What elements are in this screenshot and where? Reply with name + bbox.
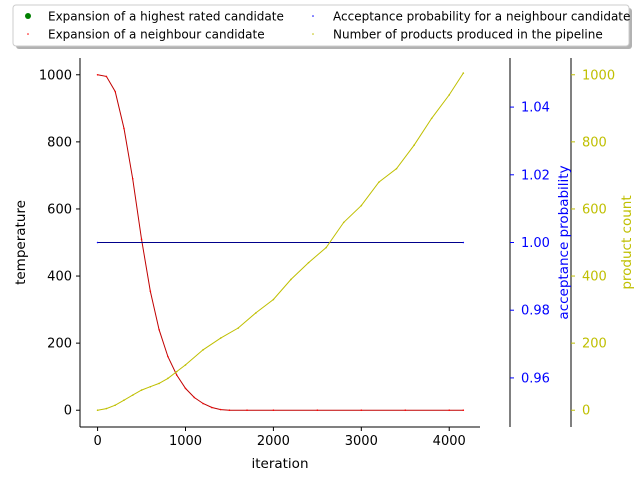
acceptance-tick-label: 0.98 bbox=[521, 304, 550, 319]
acceptance-axis-label: acceptance probability bbox=[556, 165, 572, 319]
series-point-2 bbox=[290, 278, 292, 281]
series-point-0 bbox=[184, 387, 187, 390]
series-point-2 bbox=[184, 364, 187, 366]
series-point-0 bbox=[167, 355, 169, 358]
series-point-0 bbox=[462, 409, 465, 412]
series-point-2 bbox=[430, 117, 433, 120]
series-point-0 bbox=[404, 409, 407, 412]
products-tick-label: 0 bbox=[582, 404, 590, 419]
series-point-0 bbox=[105, 75, 108, 78]
series-point-0 bbox=[228, 409, 231, 412]
x-axis-label: iteration bbox=[251, 456, 308, 472]
series-line-2 bbox=[97, 72, 464, 411]
temperature-tick-label: 600 bbox=[47, 202, 72, 217]
legend-label-3: Number of products produced in the pipel… bbox=[333, 28, 603, 42]
temperature-tick-label: 400 bbox=[47, 270, 72, 285]
series-point-2 bbox=[462, 72, 465, 74]
series-point-0 bbox=[131, 177, 134, 180]
series-point-2 bbox=[255, 312, 257, 314]
series-point-2 bbox=[325, 246, 327, 249]
x-tick-label: 3000 bbox=[345, 434, 378, 449]
products-tick-label: 1000 bbox=[582, 68, 615, 83]
x-tick-label: 0 bbox=[93, 434, 101, 449]
legend-frame bbox=[12, 4, 630, 47]
series-point-2 bbox=[413, 144, 415, 147]
legend-marker-2 bbox=[27, 33, 29, 35]
series-point-0 bbox=[211, 406, 213, 409]
series-point-2 bbox=[140, 389, 143, 391]
series-point-2 bbox=[360, 204, 363, 207]
x-tick-label: 4000 bbox=[433, 434, 466, 449]
legend-label-2: Expansion of a neighbour candidate bbox=[48, 28, 265, 42]
series-point-0 bbox=[149, 290, 152, 292]
temperature-tick-label: 0 bbox=[64, 404, 72, 419]
products-tick-label: 600 bbox=[582, 202, 607, 217]
series-point-2 bbox=[96, 409, 99, 412]
series-point-0 bbox=[123, 127, 125, 130]
series-point-0 bbox=[158, 328, 160, 331]
series-point-0 bbox=[360, 409, 363, 412]
series-point-2 bbox=[175, 370, 178, 373]
legend-label-1: Acceptance probability for a neighbour c… bbox=[333, 10, 630, 24]
legend: Expansion of a highest rated candidate Ex… bbox=[12, 4, 632, 49]
series-point-0 bbox=[175, 374, 178, 376]
series-point-0 bbox=[448, 409, 451, 412]
series-point-2 bbox=[448, 94, 451, 96]
products-tick-label: 800 bbox=[582, 135, 607, 150]
products-axis-label: product count bbox=[619, 195, 635, 289]
series-point-2 bbox=[105, 407, 108, 410]
temperature-tick-label: 800 bbox=[47, 135, 72, 150]
series-point-2 bbox=[307, 261, 310, 264]
series-point-0 bbox=[202, 402, 204, 405]
series-point-0 bbox=[219, 408, 222, 411]
series-point-0 bbox=[316, 409, 319, 412]
series-point-2 bbox=[395, 167, 398, 170]
series-point-2 bbox=[149, 385, 152, 388]
products-tick-label: 400 bbox=[582, 270, 607, 285]
acceptance-tick-label: 1.04 bbox=[521, 101, 550, 116]
plot-area bbox=[96, 72, 465, 412]
products-tick-label: 200 bbox=[582, 337, 607, 352]
series-point-2 bbox=[272, 298, 275, 301]
axes-layer: 0 1000 2000 3000 4000iteration02004006008001… bbox=[13, 58, 635, 472]
acceptance-tick-label: 1.02 bbox=[521, 168, 550, 183]
series-point-2 bbox=[342, 221, 345, 224]
series-point-1 bbox=[462, 241, 465, 244]
x-tick-label: 1000 bbox=[169, 434, 202, 449]
series-point-0 bbox=[114, 90, 116, 93]
legend-label-0: Expansion of a highest rated candidate bbox=[48, 10, 284, 24]
series-point-2 bbox=[131, 394, 134, 396]
series-point-2 bbox=[123, 399, 125, 401]
series-point-2 bbox=[158, 382, 160, 385]
x-tick-label: 2000 bbox=[257, 434, 290, 449]
series-point-2 bbox=[202, 349, 204, 351]
temperature-tick-label: 1000 bbox=[39, 68, 72, 83]
series-point-2 bbox=[219, 337, 222, 339]
series-point-0 bbox=[272, 409, 275, 412]
legend-marker-3 bbox=[312, 33, 314, 35]
acceptance-tick-label: 0.96 bbox=[521, 371, 550, 386]
series-point-1 bbox=[96, 241, 99, 244]
series-layer bbox=[96, 72, 465, 412]
series-point-0 bbox=[246, 409, 248, 412]
series-point-0 bbox=[140, 238, 143, 240]
series-point-0 bbox=[96, 73, 99, 76]
acceptance-tick-label: 1.00 bbox=[521, 236, 550, 251]
temperature-axis-label: temperature bbox=[13, 200, 29, 285]
series-point-2 bbox=[378, 181, 380, 183]
temperature-tick-label: 200 bbox=[47, 337, 72, 352]
legend-marker-1 bbox=[312, 15, 314, 17]
series-point-2 bbox=[167, 377, 169, 380]
series-point-0 bbox=[193, 396, 196, 399]
legend-marker-0 bbox=[25, 13, 31, 19]
series-point-2 bbox=[237, 327, 240, 329]
series-point-2 bbox=[114, 404, 116, 406]
